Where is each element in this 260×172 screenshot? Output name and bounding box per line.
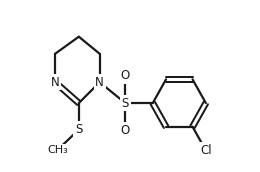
Text: N: N (51, 76, 60, 89)
Text: S: S (75, 123, 82, 136)
Text: N: N (95, 76, 104, 89)
Text: O: O (121, 69, 130, 82)
Text: S: S (122, 96, 129, 110)
Text: Cl: Cl (200, 144, 212, 157)
Text: O: O (121, 124, 130, 137)
Text: CH₃: CH₃ (48, 144, 68, 154)
